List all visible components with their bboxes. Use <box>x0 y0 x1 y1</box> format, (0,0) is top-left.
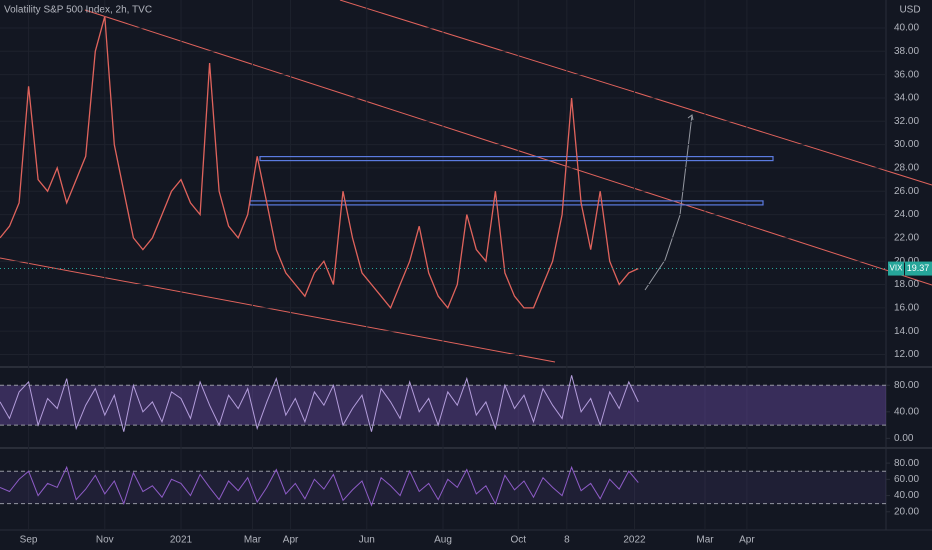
band <box>0 471 886 504</box>
y-tick-label: 40.00 <box>894 490 919 501</box>
oscillator-line <box>0 465 639 507</box>
x-tick-label: 2021 <box>170 535 193 546</box>
y-tick-label: 20.00 <box>894 256 919 267</box>
symbol-box <box>888 261 904 276</box>
last-price-label: 19.37 <box>907 263 930 273</box>
trendline <box>339 0 932 186</box>
projection-arrow <box>687 114 694 121</box>
trendline <box>84 9 932 286</box>
y-tick-label: 12.00 <box>894 349 919 360</box>
x-tick-label: Oct <box>510 535 526 546</box>
y-tick-label: 20.00 <box>894 506 919 517</box>
horizontal-level <box>259 155 774 162</box>
price-line <box>0 16 639 310</box>
band <box>0 385 886 426</box>
x-tick-label: Mar <box>244 535 262 546</box>
x-tick-label: 2022 <box>623 535 646 546</box>
y-tick-label: 40.00 <box>894 23 919 34</box>
symbol-label: VIX <box>890 264 904 273</box>
x-tick-label: Sep <box>20 535 38 546</box>
currency: USD <box>899 5 920 16</box>
y-tick-label: 80.00 <box>894 380 919 391</box>
last-price-box <box>905 261 932 276</box>
y-tick-label: 22.00 <box>894 233 919 244</box>
x-tick-label: 8 <box>564 535 570 546</box>
y-tick-label: 32.00 <box>894 116 919 127</box>
y-tick-label: 40.00 <box>894 406 919 417</box>
y-tick-label: 34.00 <box>894 93 919 104</box>
y-tick-label: 0.00 <box>894 433 914 444</box>
x-tick-label: Apr <box>739 535 755 546</box>
y-tick-label: 36.00 <box>894 69 919 80</box>
oscillator-line <box>0 375 639 432</box>
y-tick-label: 30.00 <box>894 139 919 150</box>
x-tick-label: Apr <box>283 535 299 546</box>
x-tick-label: Nov <box>96 535 114 546</box>
y-tick-label: 18.00 <box>894 279 919 290</box>
x-tick-label: Mar <box>696 535 714 546</box>
y-tick-label: 14.00 <box>894 326 919 337</box>
x-tick-label: Jun <box>359 535 375 546</box>
y-tick-label: 16.00 <box>894 303 919 314</box>
trendline <box>0 257 556 363</box>
chart-title: Volatility S&P 500 Index, 2h, TVC <box>4 5 152 16</box>
x-tick-label: Aug <box>434 535 452 546</box>
y-tick-label: 28.00 <box>894 163 919 174</box>
y-tick-label: 24.00 <box>894 209 919 220</box>
y-tick-label: 60.00 <box>894 474 919 485</box>
y-tick-label: 38.00 <box>894 46 919 57</box>
y-tick-label: 80.00 <box>894 458 919 469</box>
y-tick-label: 26.00 <box>894 186 919 197</box>
